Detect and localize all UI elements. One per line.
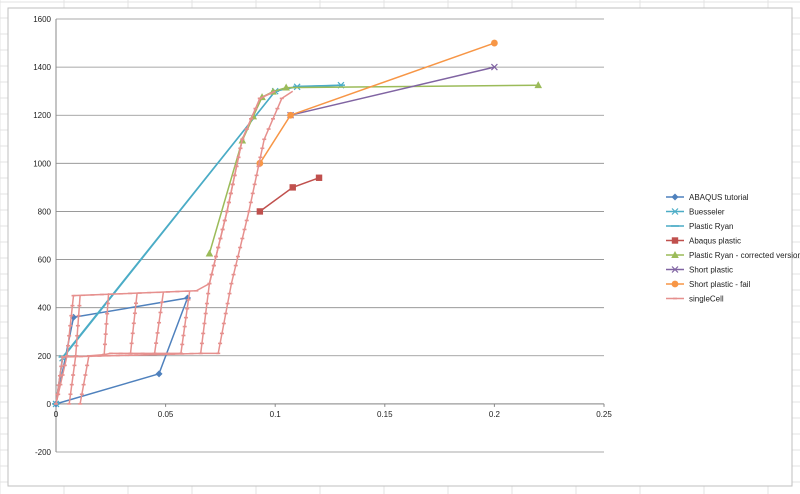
legend-label: Buesseler [689, 208, 725, 217]
legend-marker [671, 280, 679, 288]
legend-marker [671, 266, 679, 273]
y-tick-label: 200 [38, 352, 52, 361]
y-tick-label: 1200 [33, 111, 51, 120]
legend-item[interactable]: singleCell [666, 295, 724, 304]
y-tick-labels: -200 0 200 400 600 800 1000 1200 1400 1600 [33, 15, 51, 457]
legend-item[interactable]: Buesseler [666, 208, 725, 217]
data-point [256, 208, 264, 215]
legend-item[interactable]: Abaqus plastic [666, 237, 741, 246]
data-point [205, 249, 214, 257]
legend-marker [671, 251, 679, 258]
legend-item[interactable]: Plastic Ryan [666, 222, 733, 231]
series-abaqus-plastic [256, 174, 323, 215]
y-tick-label: 1000 [33, 159, 51, 168]
x-tick-label: 0.05 [158, 410, 174, 419]
data-point [491, 39, 498, 47]
x-tick-label: 0.1 [270, 410, 282, 419]
legend-label: Plastic Ryan - corrected version [689, 251, 800, 260]
legend-item[interactable]: Short plastic [666, 266, 733, 275]
legend-label: singleCell [689, 295, 724, 304]
x-tick-label: 0.25 [596, 410, 612, 419]
series-singlecell [54, 90, 294, 405]
x-tick-label: 0.15 [377, 410, 393, 419]
y-tick-label: 400 [38, 304, 52, 313]
legend-item[interactable]: Plastic Ryan - corrected version [666, 251, 800, 260]
legend-marker [671, 237, 679, 244]
series-layer [52, 39, 543, 408]
data-point [287, 111, 294, 119]
legend-label: Short plastic [689, 266, 733, 275]
data-point [315, 174, 323, 181]
y-tick-label: 800 [38, 207, 52, 216]
y-tick-label: 1600 [33, 15, 51, 24]
legend-item[interactable]: ABAQUS tutorial [666, 193, 749, 202]
x-tick-label: 0 [54, 410, 59, 419]
data-point [289, 184, 296, 191]
x-tick-labels: 0 0.05 0.1 0.15 0.2 0.25 [54, 403, 612, 419]
x-tick-label: 0.2 [489, 410, 501, 419]
legend-label: ABAQUS tutorial [689, 193, 749, 202]
legend-label: Short plastic - fail [689, 280, 751, 289]
data-point [155, 370, 163, 378]
data-point [490, 63, 498, 71]
data-point [282, 83, 290, 91]
axes [55, 19, 604, 452]
legend-label: Abaqus plastic [689, 237, 741, 246]
legend-label: Plastic Ryan [689, 222, 733, 231]
series-line [290, 66, 495, 116]
y-tick-label: 0 [47, 400, 52, 409]
y-tick-label: 600 [38, 256, 52, 265]
legend-marker [671, 208, 679, 215]
legend-item[interactable]: Short plastic - fail [666, 280, 751, 289]
y-tick-label: 1400 [33, 63, 51, 72]
legend-marker [671, 193, 679, 201]
y-tick-label: -200 [35, 448, 52, 457]
data-point [534, 81, 543, 89]
legend[interactable]: ABAQUS tutorial Buesseler Plastic Ryan Abaq… [666, 193, 800, 304]
chart-area [7, 7, 793, 487]
